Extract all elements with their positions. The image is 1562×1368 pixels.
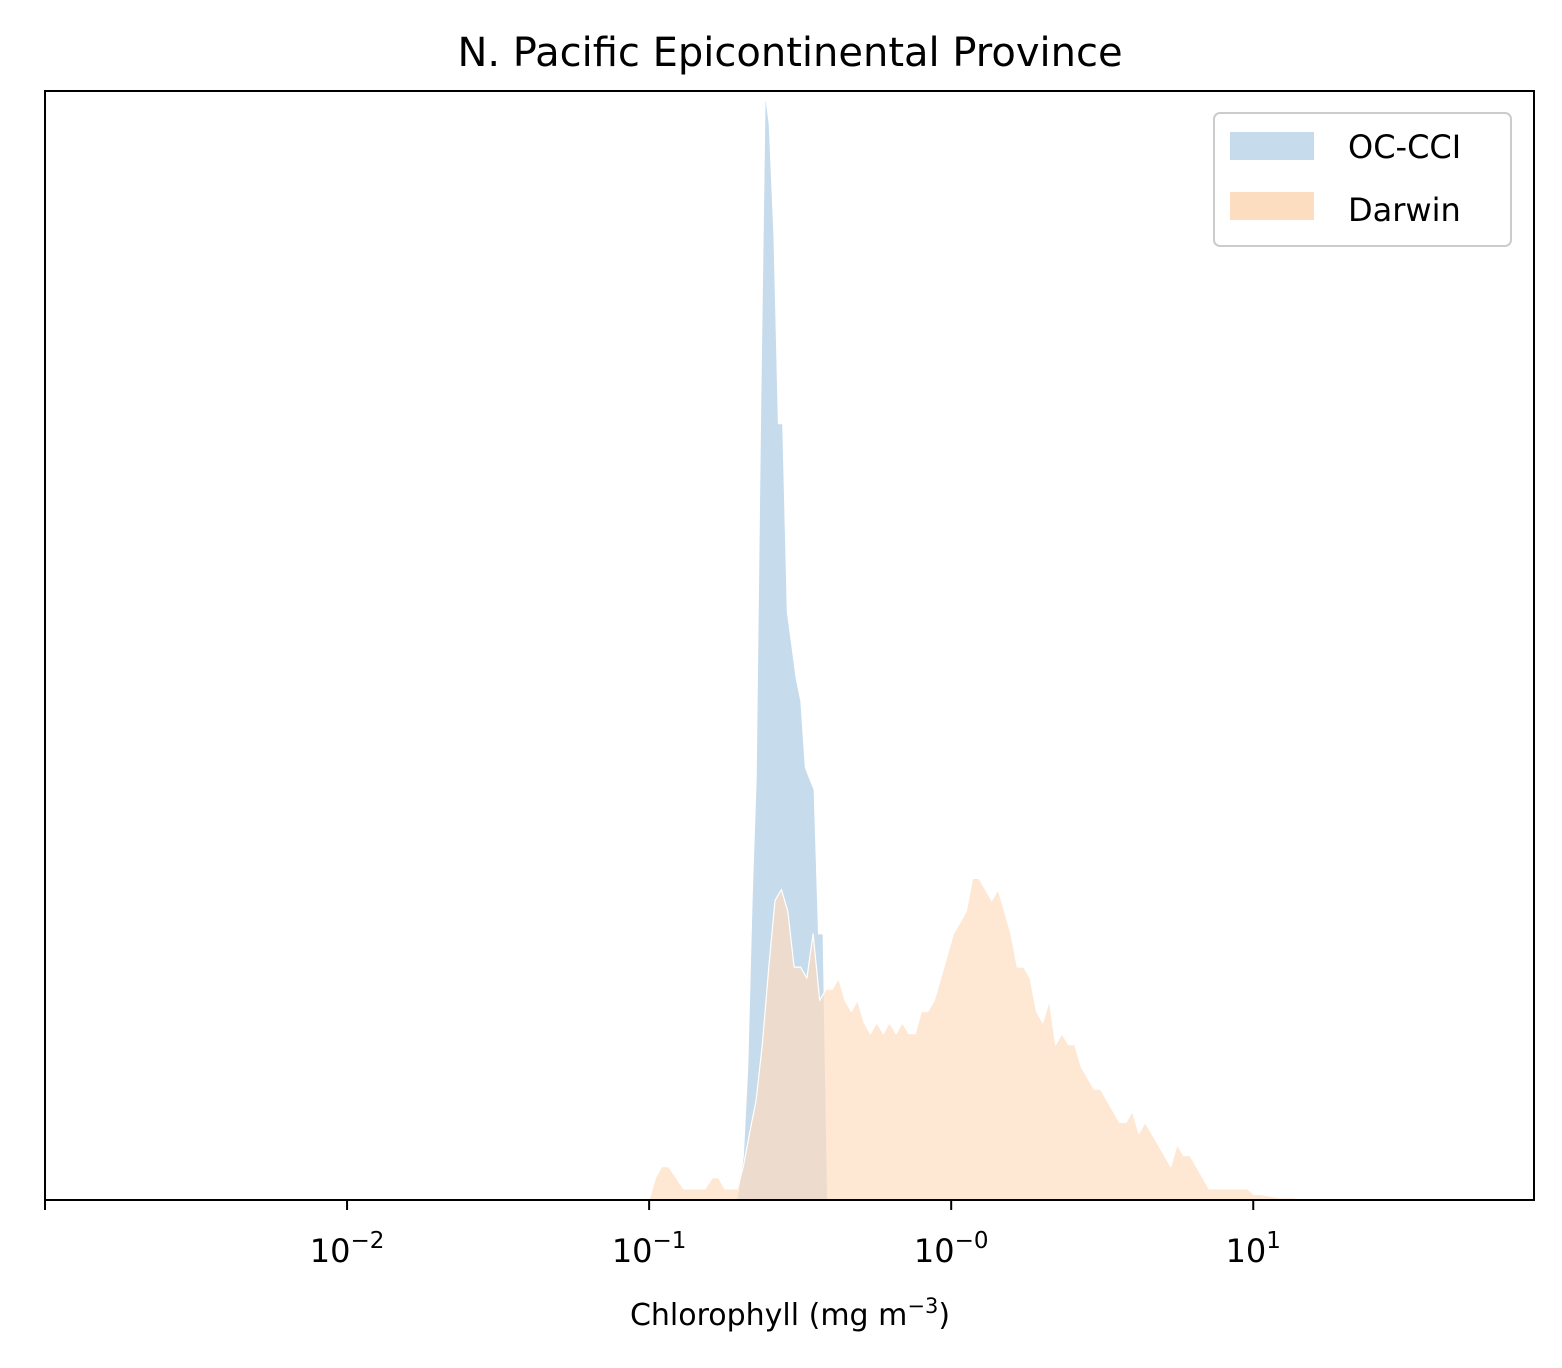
x-axis-label: Chlorophyll (mg m−3) xyxy=(630,1294,950,1333)
legend: OC-CCI Darwin xyxy=(1213,112,1512,247)
x-tick-label: 10−2 xyxy=(310,1228,385,1270)
x-tick-label: 101 xyxy=(1226,1228,1281,1270)
legend-label-darwin: Darwin xyxy=(1348,191,1461,229)
area-series-darwin xyxy=(648,877,1313,1201)
legend-swatch-darwin xyxy=(1230,192,1314,220)
legend-swatch-oc-cci xyxy=(1230,132,1314,160)
area-series-oc-cci xyxy=(736,90,829,1201)
legend-label-oc-cci: OC-CCI xyxy=(1348,128,1461,166)
x-tick-label: 10−1 xyxy=(612,1228,687,1270)
x-axis-ticks: 10−2 10−1 10−0 101 xyxy=(44,1200,1281,1270)
chart-title: N. Pacific Epicontinental Province xyxy=(457,30,1122,76)
axes-frame xyxy=(44,90,1535,1201)
series-layer xyxy=(648,90,1313,1201)
x-tick-label: 10−0 xyxy=(914,1228,989,1270)
